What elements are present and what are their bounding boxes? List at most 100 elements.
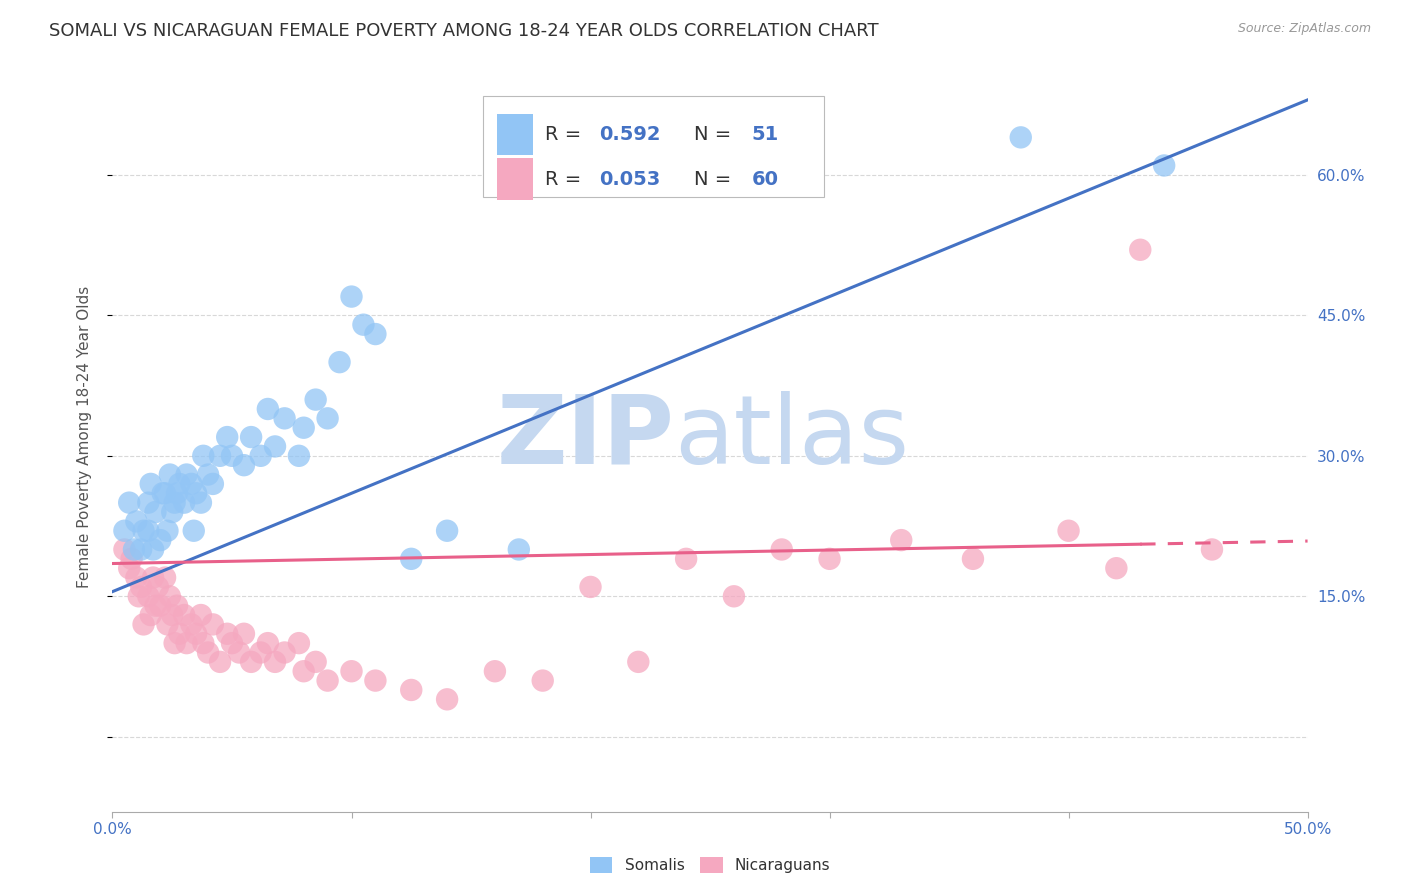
Point <box>156 617 179 632</box>
Point <box>163 636 186 650</box>
Point <box>675 551 697 566</box>
FancyBboxPatch shape <box>484 96 824 197</box>
Point <box>1201 542 1223 557</box>
Point <box>340 289 363 303</box>
Point <box>257 401 280 416</box>
Point <box>352 318 374 332</box>
Point <box>723 590 745 604</box>
Point <box>176 636 198 650</box>
Point <box>180 617 202 632</box>
Text: N =: N = <box>695 125 738 145</box>
Point <box>169 626 191 640</box>
Point <box>221 636 243 650</box>
Point <box>627 655 650 669</box>
Point <box>142 571 165 585</box>
Point <box>340 664 363 679</box>
Point <box>173 608 195 623</box>
Text: Source: ZipAtlas.com: Source: ZipAtlas.com <box>1237 22 1371 36</box>
Point <box>114 524 135 538</box>
Point <box>159 590 181 604</box>
Point <box>818 551 841 566</box>
Point <box>288 636 311 650</box>
Text: R =: R = <box>546 125 588 145</box>
Point <box>159 467 181 482</box>
Text: ZIP: ZIP <box>496 391 675 483</box>
Text: R =: R = <box>546 169 588 188</box>
Point <box>129 580 152 594</box>
Point <box>292 664 315 679</box>
Point <box>484 664 506 679</box>
Text: 51: 51 <box>752 125 779 145</box>
Point <box>401 683 423 698</box>
Point <box>156 524 179 538</box>
Point <box>233 458 256 473</box>
Legend: Somalis, Nicaraguans: Somalis, Nicaraguans <box>583 851 837 879</box>
Point <box>152 486 174 500</box>
Point <box>125 514 148 528</box>
Point <box>1129 243 1152 257</box>
Point <box>1057 524 1080 538</box>
Point <box>508 542 530 557</box>
Point <box>264 655 287 669</box>
Point <box>531 673 554 688</box>
Text: N =: N = <box>695 169 738 188</box>
Point <box>240 655 263 669</box>
Point <box>201 617 224 632</box>
Point <box>273 646 295 660</box>
Bar <box>498 159 533 200</box>
Point <box>217 626 239 640</box>
Point <box>138 496 160 510</box>
Point <box>176 467 198 482</box>
Point <box>145 505 167 519</box>
Text: 0.592: 0.592 <box>599 125 661 145</box>
Point <box>121 551 143 566</box>
Point <box>305 655 328 669</box>
Point <box>118 496 141 510</box>
Point <box>173 496 195 510</box>
Point <box>132 524 155 538</box>
Point <box>257 636 280 650</box>
Point <box>329 355 352 369</box>
Point <box>240 430 263 444</box>
Point <box>1153 159 1175 173</box>
Point <box>186 486 208 500</box>
Point <box>316 411 339 425</box>
Point <box>890 533 912 547</box>
Point <box>193 636 215 650</box>
Y-axis label: Female Poverty Among 18-24 Year Olds: Female Poverty Among 18-24 Year Olds <box>77 286 91 588</box>
Point <box>128 590 150 604</box>
Text: atlas: atlas <box>675 391 910 483</box>
Point <box>217 430 239 444</box>
Text: 60: 60 <box>752 169 779 188</box>
Point <box>233 626 256 640</box>
Bar <box>498 114 533 155</box>
Point <box>1105 561 1128 575</box>
Point <box>118 561 141 575</box>
Point <box>579 580 602 594</box>
Point <box>149 533 172 547</box>
Point <box>197 646 219 660</box>
Point <box>436 524 458 538</box>
Point <box>186 626 208 640</box>
Point <box>153 486 176 500</box>
Point <box>145 599 167 613</box>
Text: 0.053: 0.053 <box>599 169 661 188</box>
Text: SOMALI VS NICARAGUAN FEMALE POVERTY AMONG 18-24 YEAR OLDS CORRELATION CHART: SOMALI VS NICARAGUAN FEMALE POVERTY AMON… <box>49 22 879 40</box>
Point <box>221 449 243 463</box>
Point <box>249 646 271 660</box>
Point <box>962 551 984 566</box>
Point <box>193 449 215 463</box>
Point <box>139 608 162 623</box>
Point <box>209 449 232 463</box>
Point <box>183 524 205 538</box>
Point <box>180 476 202 491</box>
Point <box>166 599 188 613</box>
Point <box>162 608 183 623</box>
Point <box>169 476 191 491</box>
Point <box>364 673 387 688</box>
Point <box>201 476 224 491</box>
Point <box>197 467 219 482</box>
Point <box>264 440 287 453</box>
Point <box>146 580 169 594</box>
Point <box>316 673 339 688</box>
